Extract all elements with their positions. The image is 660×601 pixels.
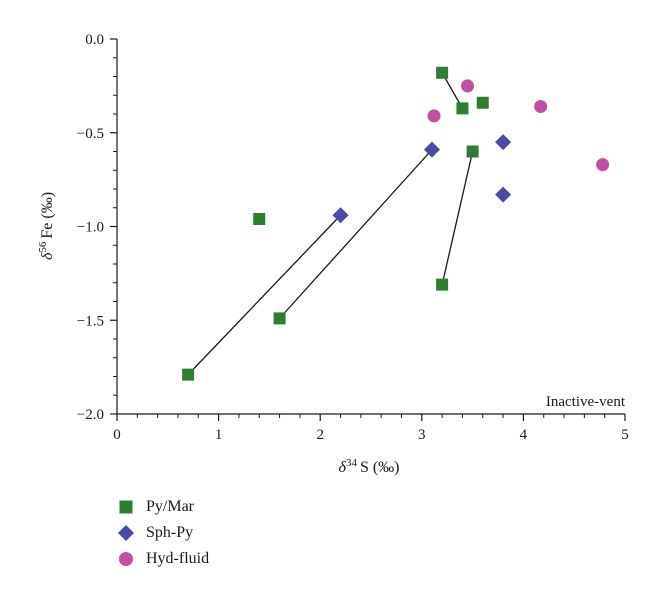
data-point-sph-py (423, 141, 440, 158)
legend-item-py-mar: Py/Mar (118, 494, 209, 520)
circle-marker-icon (118, 551, 134, 567)
x-axis-title-rest: S (‰) (360, 459, 400, 476)
legend-label-sph-py: Sph-Py (146, 524, 194, 541)
x-tick-label: 4 (520, 427, 528, 443)
axes: 0.0 −0.5 −1.0 −1.5 −2.0 0 1 2 3 4 5 (77, 32, 629, 443)
diamond-marker-icon (118, 525, 134, 541)
y-axis-title: δ56 Fe (‰) (37, 192, 56, 260)
data-point-sph-py (332, 207, 349, 224)
data-point-py-mar (253, 213, 266, 225)
x-axis-title-sup: 34 (346, 457, 358, 469)
data-point-hyd-fluid (427, 109, 441, 123)
y-axis-title-prefix: δ (39, 252, 56, 260)
data-point-sph-py (495, 186, 512, 203)
legend-label-hyd-fluid: Hyd-fluid (146, 550, 210, 567)
x-tick-label: 2 (316, 427, 324, 443)
data-point-py-mar (436, 66, 449, 79)
legend-label-py-mar: Py/Mar (146, 498, 194, 515)
data-point-hyd-fluid (534, 100, 548, 113)
data-point-py-mar (466, 145, 479, 158)
x-tick-label: 3 (418, 427, 426, 443)
y-tick-label: 0.0 (85, 32, 104, 48)
x-tick-label: 0 (113, 427, 121, 443)
x-tick-label: 1 (215, 427, 223, 443)
tie-line (279, 149, 433, 319)
data-point-py-mar (182, 368, 195, 381)
x-axis-title-prefix: δ (339, 459, 347, 476)
data-point-py-mar (476, 96, 489, 109)
data-point-py-mar (456, 102, 469, 115)
inactive-vent-annotation: Inactive-vent (546, 394, 626, 410)
tie-line (441, 151, 474, 285)
y-tick-label: −0.5 (77, 126, 104, 142)
data-points (182, 66, 610, 381)
y-tick-label: −1.5 (77, 313, 104, 329)
y-axis-title-sup: 56 (37, 241, 49, 253)
legend-item-sph-py: Sph-Py (118, 520, 209, 546)
tie-line (187, 214, 341, 376)
data-point-sph-py (495, 134, 512, 151)
x-tick-label: 5 (621, 427, 629, 443)
data-point-hyd-fluid (461, 79, 475, 93)
legend: Py/Mar Sph-Py Hyd-fluid (118, 494, 209, 572)
data-point-hyd-fluid (596, 158, 610, 172)
x-axis-title: δ34 S (‰) (339, 457, 400, 476)
legend-item-hyd-fluid: Hyd-fluid (118, 546, 209, 572)
y-tick-label: −1.0 (77, 220, 104, 236)
data-point-py-mar (273, 312, 286, 325)
data-point-py-mar (436, 278, 449, 291)
square-marker-icon (118, 499, 134, 515)
y-axis-title-rest: Fe (‰) (39, 192, 56, 239)
y-tick-label: −2.0 (77, 407, 104, 423)
